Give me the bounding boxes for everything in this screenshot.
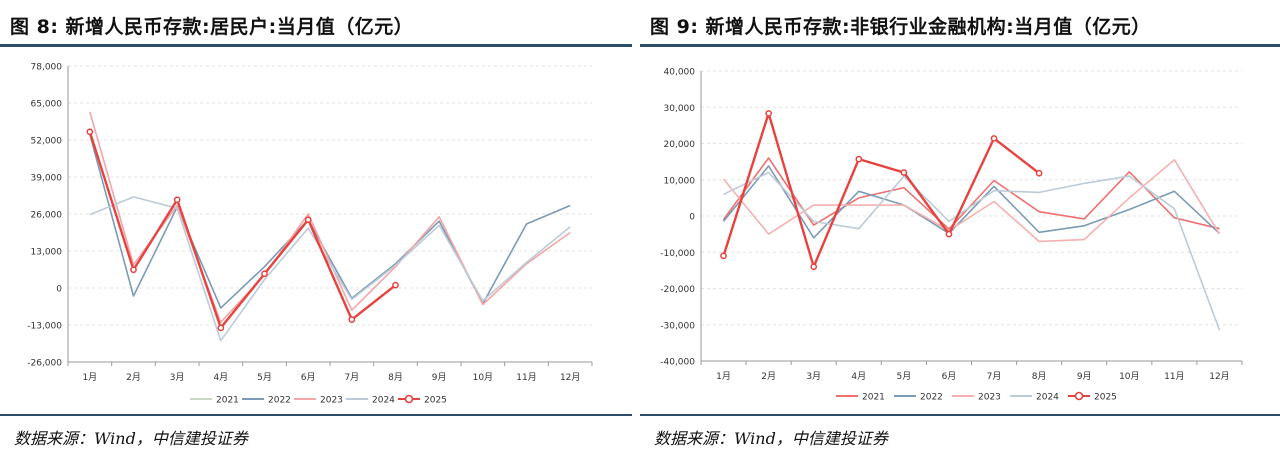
- x-tick-label: 10月: [1119, 371, 1139, 382]
- figure-8-bottom-rule: [0, 414, 632, 416]
- data-point-2025: [1035, 169, 1043, 177]
- figure-8-top-rule: [0, 44, 632, 47]
- legend-label-2024: 2024: [1036, 393, 1059, 403]
- x-tick-label: 11月: [1164, 371, 1184, 382]
- y-tick-label: 13,000: [31, 248, 63, 258]
- series-line-2022: [722, 165, 1221, 239]
- series-line-2023: [89, 111, 571, 323]
- figure-8-source-note: 数据来源：Wind，中信建投证券: [14, 429, 248, 448]
- x-tick-label: 12月: [560, 372, 580, 383]
- x-tick-label: 8月: [1032, 371, 1047, 382]
- figure-9-bottom-rule: [640, 414, 1280, 416]
- data-point-2025: [348, 316, 356, 323]
- legend-label-2022: 2022: [268, 396, 291, 406]
- x-tick-label: 3月: [170, 372, 185, 383]
- x-tick-label: 5月: [257, 372, 272, 383]
- data-point-2025: [945, 230, 953, 238]
- series-line-2025: [88, 131, 397, 329]
- x-tick-label: 6月: [301, 372, 316, 383]
- data-point-2025: [217, 324, 225, 332]
- y-tick-label: 52,000: [31, 137, 63, 147]
- y-tick-label: -20,000: [660, 285, 695, 295]
- x-tick-label: 1月: [716, 371, 731, 382]
- y-tick-label: 0: [56, 285, 62, 295]
- series-line-2024: [723, 171, 1221, 331]
- y-tick-label: 20,000: [664, 140, 696, 150]
- nonbank-deposits-line-chart: -40,000 -30,000 -20,000 -10,000 0 10,000 20,00…: [660, 68, 1243, 403]
- y-tick-label: 39,000: [31, 174, 63, 184]
- x-tick-label: 10月: [473, 372, 493, 383]
- legend-marker-2025: [404, 394, 414, 404]
- figure-8-panel: 图 8: 新增人民币存款:居民户:当月值（亿元） -26,000 -13,000 0…: [0, 0, 632, 455]
- series-line-2024: [89, 196, 571, 342]
- legend-label-2025: 2025: [1094, 393, 1117, 403]
- legend-label-2021: 2021: [862, 393, 885, 403]
- y-tick-label: 65,000: [31, 100, 63, 110]
- x-tick-label: 9月: [432, 372, 447, 383]
- data-point-2025: [810, 263, 818, 271]
- x-tick-label: 5月: [897, 371, 912, 382]
- x-tick-label: 2月: [126, 372, 141, 383]
- legend-label-2023: 2023: [978, 393, 1001, 403]
- x-tick-label: 1月: [82, 372, 97, 383]
- figure-9-title: 图 9: 新增人民币存款:非银行业金融机构:当月值（亿元）: [650, 16, 1151, 38]
- x-tick-label: 11月: [516, 372, 536, 383]
- figure-9-source-note: 数据来源：Wind，中信建投证券: [654, 429, 888, 448]
- x-tick-label: 6月: [942, 371, 957, 382]
- x-tick-label: 4月: [851, 371, 866, 382]
- y-tick-label: 78,000: [31, 63, 63, 73]
- y-tick-label: -40,000: [660, 358, 695, 368]
- y-tick-label: 40,000: [664, 68, 696, 78]
- legend-label-2022: 2022: [920, 393, 943, 403]
- x-tick-label: 3月: [806, 371, 821, 382]
- x-tick-label: 8月: [388, 372, 403, 383]
- x-tick-label: 2月: [761, 371, 776, 382]
- data-point-2025: [392, 281, 399, 289]
- series-line-2025: [722, 112, 1040, 268]
- y-tick-label: 30,000: [664, 104, 696, 114]
- data-point-2025: [900, 169, 908, 176]
- data-point-2025: [990, 135, 998, 142]
- legend-label-2023: 2023: [320, 396, 343, 406]
- x-tick-label: 7月: [987, 371, 1002, 382]
- household-deposits-line-chart: -26,000 -13,000 0 13,000 26,000 39,000 52,000 6…: [27, 63, 593, 406]
- data-point-2025: [720, 252, 727, 260]
- figure-9-panel: 图 9: 新增人民币存款:非银行业金融机构:当月值（亿元） -40,000 -30…: [640, 0, 1280, 455]
- legend-marker-2025: [1074, 391, 1084, 401]
- data-point-2025: [304, 216, 312, 224]
- data-point-2025: [173, 196, 181, 204]
- data-point-2025: [855, 155, 863, 163]
- series-line-2023: [722, 159, 1221, 243]
- data-point-2025: [261, 270, 268, 278]
- y-tick-label: -30,000: [660, 321, 695, 331]
- series-line-2022: [89, 134, 571, 309]
- legend-label-2021: 2021: [216, 396, 239, 406]
- legend-label-2024: 2024: [372, 396, 395, 406]
- y-tick-label: 10,000: [664, 176, 696, 186]
- figure-9-top-rule: [640, 44, 1280, 47]
- x-tick-label: 7月: [344, 372, 359, 383]
- series-line-2021: [722, 157, 1220, 230]
- figure-8-title: 图 8: 新增人民币存款:居民户:当月值（亿元）: [10, 16, 414, 38]
- y-tick-label: -13,000: [27, 322, 62, 332]
- data-point-2025: [86, 128, 94, 136]
- y-tick-label: 26,000: [31, 211, 63, 221]
- y-tick-label: -26,000: [27, 359, 62, 369]
- x-tick-label: 4月: [213, 372, 228, 383]
- x-tick-label: 9月: [1077, 371, 1092, 382]
- data-point-2025: [765, 110, 772, 117]
- y-tick-label: -10,000: [660, 249, 695, 259]
- data-point-2025: [130, 266, 137, 274]
- y-tick-label: 0: [689, 213, 695, 223]
- x-tick-label: 12月: [1209, 371, 1229, 382]
- legend-label-2025: 2025: [424, 396, 447, 406]
